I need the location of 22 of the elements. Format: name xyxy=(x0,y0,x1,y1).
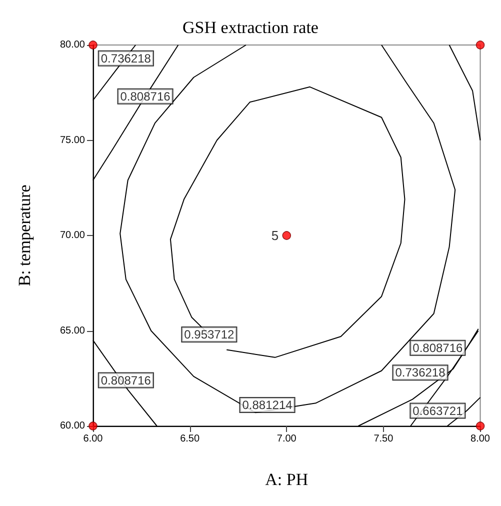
x-tick-label: 8.00 xyxy=(470,434,490,444)
y-tick-label: 70.00 xyxy=(60,230,86,241)
y-axis-title: B: temperature xyxy=(15,184,34,286)
x-tick-label: 7.50 xyxy=(374,434,394,444)
y-tick-label: 75.00 xyxy=(60,134,86,146)
y-tick-label: 80.00 xyxy=(60,40,86,50)
annotation: 0.808716 xyxy=(100,373,152,388)
x-axis-title: A: PH xyxy=(265,470,308,489)
annotation: 0.881214 xyxy=(242,398,293,412)
annotation: 0.736218 xyxy=(395,366,446,380)
annotation: 5 xyxy=(271,228,279,243)
y-tick-label: 60.00 xyxy=(60,420,86,432)
x-tick-label: 6.00 xyxy=(83,434,104,444)
annotation: 0.663721 xyxy=(412,404,464,418)
annotation: 0.808716 xyxy=(412,340,464,355)
y-tick-label: 65.00 xyxy=(60,325,86,336)
chart-title: GSH extraction rate xyxy=(182,18,318,37)
annotation: 0.953712 xyxy=(184,328,235,342)
x-tick-label: 6.50 xyxy=(180,434,200,444)
x-tick-label: 7.00 xyxy=(276,434,297,444)
annotation: 0.736218 xyxy=(100,51,152,66)
annotation: 0.808716 xyxy=(120,89,171,104)
